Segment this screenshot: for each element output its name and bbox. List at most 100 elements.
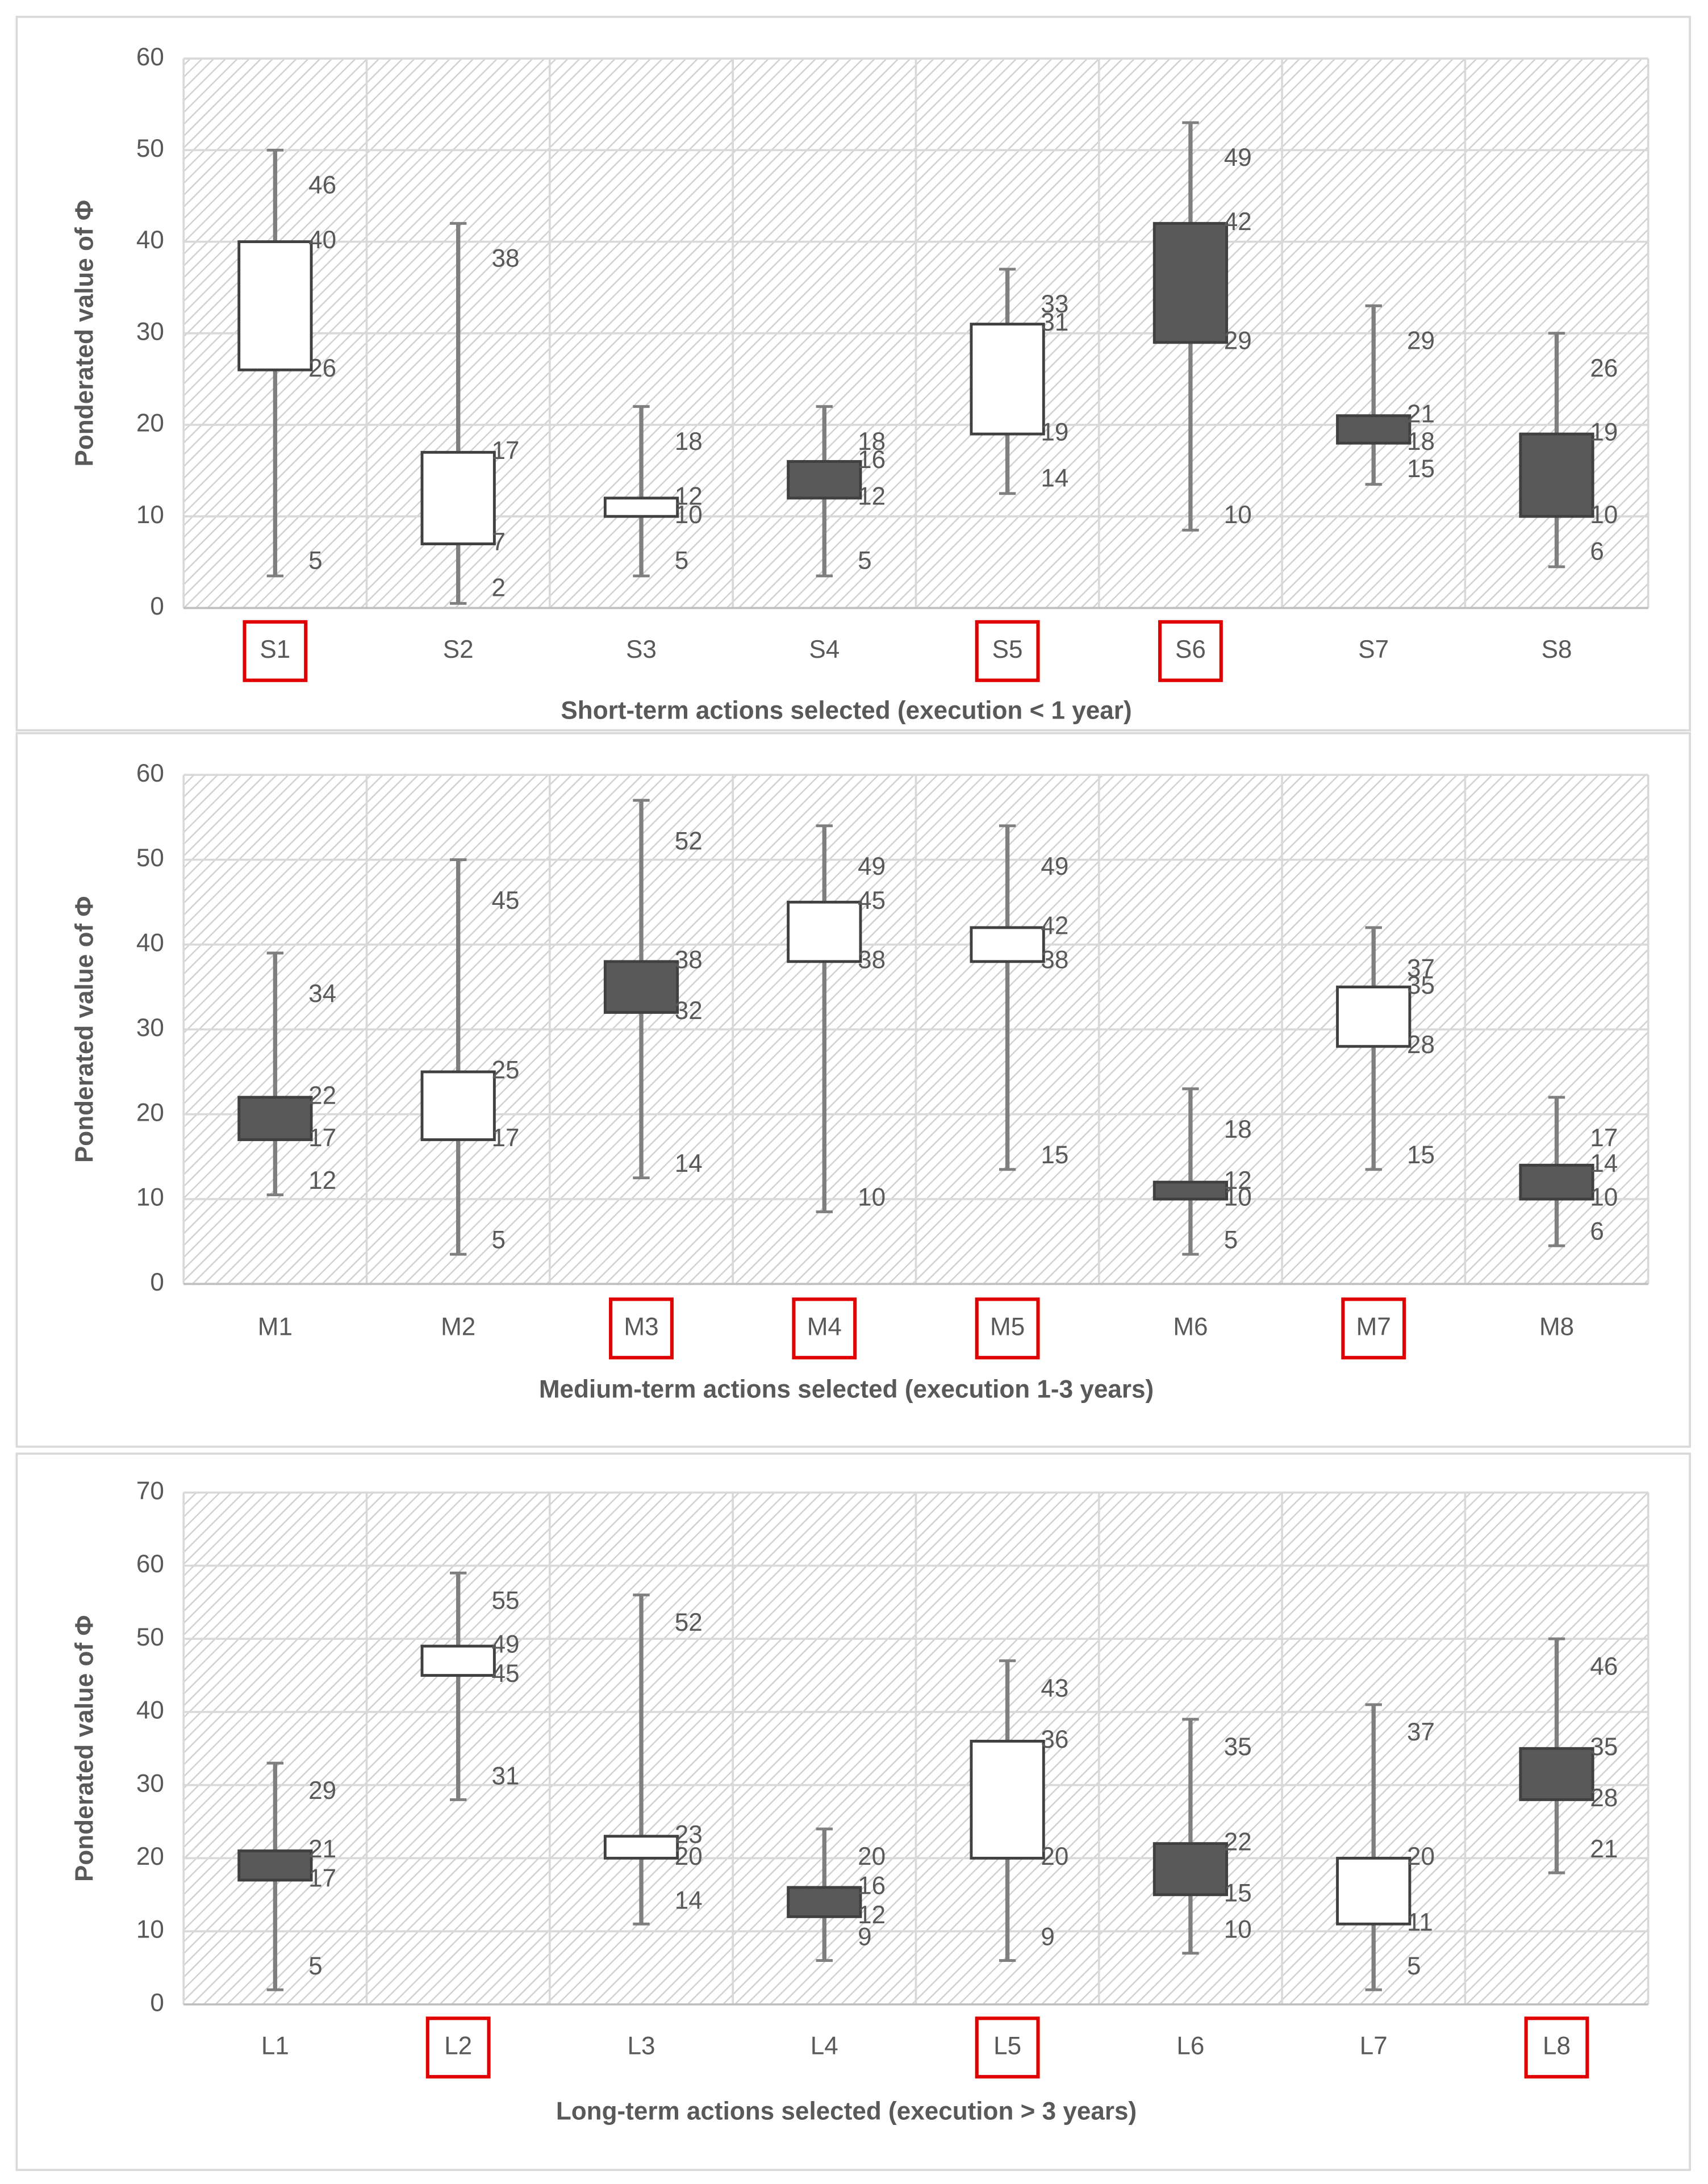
data-label: 10 bbox=[858, 1184, 886, 1212]
box bbox=[787, 1886, 862, 1918]
data-label: 10 bbox=[1590, 501, 1618, 529]
x-tick-label: S6 bbox=[1175, 636, 1206, 663]
data-label: 10 bbox=[1590, 1184, 1618, 1212]
box bbox=[1336, 985, 1411, 1048]
y-tick-label: 0 bbox=[150, 592, 164, 620]
x-tick-label: M5 bbox=[990, 1313, 1025, 1341]
data-label: 17 bbox=[491, 1124, 519, 1152]
box bbox=[1152, 222, 1229, 344]
data-label: 23 bbox=[675, 1820, 703, 1848]
x-tick-label: M2 bbox=[441, 1313, 475, 1341]
x-tick-label: S7 bbox=[1358, 636, 1389, 663]
data-label: 12 bbox=[858, 483, 886, 511]
y-tick-label: 50 bbox=[136, 135, 164, 162]
data-label: 21 bbox=[308, 1835, 336, 1863]
box bbox=[1519, 1747, 1594, 1801]
data-label: 46 bbox=[308, 171, 336, 199]
x-axis-title: Long-term actions selected (execution > … bbox=[556, 2097, 1137, 2125]
y-tick-label: 40 bbox=[136, 1697, 164, 1724]
x-tick-label: S4 bbox=[809, 636, 840, 663]
highlight-box bbox=[1341, 1297, 1406, 1360]
data-label: 26 bbox=[1590, 354, 1618, 382]
highlight-box bbox=[975, 1297, 1040, 1360]
x-tick-label: L5 bbox=[993, 2032, 1021, 2060]
data-label: 9 bbox=[858, 1923, 872, 1951]
data-label: 22 bbox=[1224, 1828, 1252, 1856]
data-label: 14 bbox=[1041, 464, 1068, 492]
highlight-box bbox=[1524, 2016, 1589, 2079]
data-label: 18 bbox=[675, 428, 703, 456]
x-tick-label: S5 bbox=[992, 636, 1023, 663]
data-label: 25 bbox=[491, 1056, 519, 1084]
data-label: 14 bbox=[675, 1886, 703, 1914]
box bbox=[970, 926, 1045, 963]
data-label: 35 bbox=[1224, 1733, 1252, 1761]
data-label: 18 bbox=[1224, 1116, 1252, 1143]
data-label: 38 bbox=[1041, 946, 1068, 974]
data-label: 33 bbox=[1041, 290, 1068, 318]
data-label: 18 bbox=[1407, 428, 1435, 456]
x-tick-label: L6 bbox=[1176, 2032, 1204, 2060]
box bbox=[420, 1644, 496, 1677]
y-tick-label: 40 bbox=[136, 226, 164, 254]
data-label: 5 bbox=[1407, 1952, 1421, 1980]
data-label: 20 bbox=[1407, 1843, 1435, 1870]
data-label: 19 bbox=[1041, 419, 1068, 446]
data-label: 16 bbox=[858, 446, 886, 474]
data-label: 12 bbox=[308, 1167, 336, 1195]
data-label: 42 bbox=[1041, 912, 1068, 940]
data-label: 37 bbox=[1407, 1718, 1435, 1746]
data-label: 31 bbox=[1041, 308, 1068, 336]
x-tick-label: M3 bbox=[624, 1313, 658, 1341]
data-label: 20 bbox=[858, 1843, 886, 1870]
data-label: 31 bbox=[491, 1762, 519, 1790]
data-label: 36 bbox=[1041, 1726, 1068, 1753]
y-tick-label: 0 bbox=[150, 1989, 164, 2016]
y-tick-label: 10 bbox=[136, 1184, 164, 1212]
data-label: 5 bbox=[308, 1952, 323, 1980]
data-label: 20 bbox=[675, 1843, 703, 1870]
highlight-box bbox=[1158, 620, 1223, 682]
data-label: 43 bbox=[1041, 1674, 1068, 1702]
data-label: 5 bbox=[858, 546, 872, 574]
y-tick-label: 60 bbox=[136, 43, 164, 71]
y-tick-label: 40 bbox=[136, 929, 164, 957]
x-tick-label: L7 bbox=[1360, 2032, 1388, 2060]
data-label: 26 bbox=[308, 354, 336, 382]
x-axis-title: Short-term actions selected (execution <… bbox=[561, 697, 1131, 725]
data-label: 10 bbox=[1224, 1184, 1252, 1212]
data-label: 35 bbox=[1590, 1733, 1618, 1761]
box bbox=[1152, 1180, 1229, 1201]
box bbox=[1336, 1856, 1411, 1926]
data-label: 15 bbox=[1407, 1141, 1435, 1169]
y-tick-label: 10 bbox=[136, 501, 164, 529]
box bbox=[237, 240, 313, 371]
y-tick-label: 60 bbox=[136, 759, 164, 787]
data-label: 17 bbox=[308, 1865, 336, 1893]
box bbox=[603, 1835, 679, 1860]
y-tick-label: 0 bbox=[150, 1268, 164, 1296]
data-label: 46 bbox=[1590, 1652, 1618, 1680]
data-label: 49 bbox=[1041, 853, 1068, 880]
data-label: 20 bbox=[1041, 1843, 1068, 1870]
x-tick-label: M7 bbox=[1356, 1313, 1391, 1341]
x-tick-label: S1 bbox=[260, 636, 290, 663]
y-tick-label: 20 bbox=[136, 410, 164, 437]
y-axis-title: Ponderated value of Φ bbox=[70, 896, 98, 1163]
data-label: 6 bbox=[1590, 537, 1604, 565]
y-axis-title: Ponderated value of Φ bbox=[70, 200, 98, 467]
y-tick-label: 30 bbox=[136, 1769, 164, 1797]
data-label: 45 bbox=[858, 887, 886, 914]
data-label: 10 bbox=[675, 501, 703, 529]
data-label: 28 bbox=[1590, 1784, 1618, 1812]
y-tick-label: 50 bbox=[136, 1623, 164, 1651]
data-label: 22 bbox=[308, 1081, 336, 1109]
highlight-box bbox=[243, 620, 308, 682]
box bbox=[1152, 1842, 1229, 1897]
box bbox=[787, 900, 862, 963]
x-tick-label: S2 bbox=[443, 636, 474, 663]
data-label: 10 bbox=[1224, 1916, 1252, 1944]
data-label: 21 bbox=[1590, 1835, 1618, 1863]
y-tick-label: 20 bbox=[136, 1099, 164, 1126]
x-tick-label: L1 bbox=[261, 2032, 289, 2060]
